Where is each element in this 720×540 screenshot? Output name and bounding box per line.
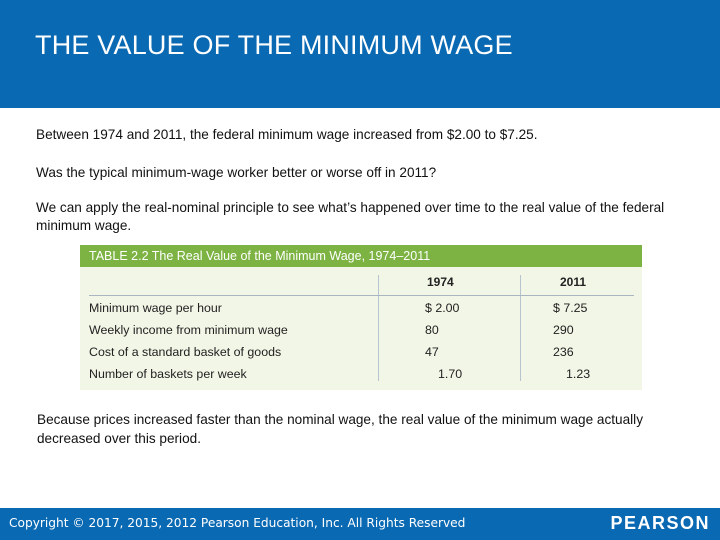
- header-divider: [89, 295, 634, 296]
- table-row: Weekly income from minimum wage 80 290: [80, 323, 642, 343]
- row-label: Weekly income from minimum wage: [89, 323, 288, 337]
- value-2011: 1.23: [566, 367, 591, 381]
- value-2011: 236: [553, 345, 574, 359]
- table-title-bar: TABLE 2.2 The Real Value of the Minimum …: [80, 245, 642, 267]
- column-header-2011: 2011: [560, 275, 587, 289]
- value-1974: 80: [425, 323, 439, 337]
- table-row: Number of baskets per week 1.70 1.23: [80, 367, 642, 387]
- column-divider: [520, 275, 521, 381]
- intro-paragraph: Between 1974 and 2011, the federal minim…: [36, 127, 538, 142]
- conclusion-paragraph: Because prices increased faster than the…: [37, 412, 644, 446]
- slide-header: THE VALUE OF THE MINIMUM WAGE: [0, 0, 720, 108]
- value-1974: 47: [425, 345, 439, 359]
- row-label: Minimum wage per hour: [89, 301, 222, 315]
- table-title: TABLE 2.2 The Real Value of the Minimum …: [89, 249, 431, 263]
- table-row: Cost of a standard basket of goods 47 23…: [80, 345, 642, 365]
- question-paragraph: Was the typical minimum-wage worker bett…: [36, 165, 437, 180]
- row-label: Cost of a standard basket of goods: [89, 345, 282, 359]
- value-2011: 290: [553, 323, 574, 337]
- column-header-1974: 1974: [427, 275, 454, 289]
- column-divider: [378, 275, 379, 381]
- value-1974: $ 2.00: [425, 301, 460, 315]
- slide-title: THE VALUE OF THE MINIMUM WAGE: [35, 30, 513, 60]
- table-row: Minimum wage per hour $ 2.00 $ 7.25: [80, 301, 642, 321]
- minimum-wage-table: TABLE 2.2 The Real Value of the Minimum …: [80, 245, 642, 390]
- value-1974: 1.70: [438, 367, 463, 381]
- value-2011: $ 7.25: [553, 301, 588, 315]
- slide-footer: Copyright © 2017, 2015, 2012 Pearson Edu…: [0, 508, 720, 540]
- pearson-logo: PEARSON: [610, 513, 710, 533]
- copyright-text: Copyright © 2017, 2015, 2012 Pearson Edu…: [9, 516, 466, 530]
- row-label: Number of baskets per week: [89, 367, 247, 381]
- principle-paragraph: We can apply the real-nominal principle …: [36, 200, 665, 233]
